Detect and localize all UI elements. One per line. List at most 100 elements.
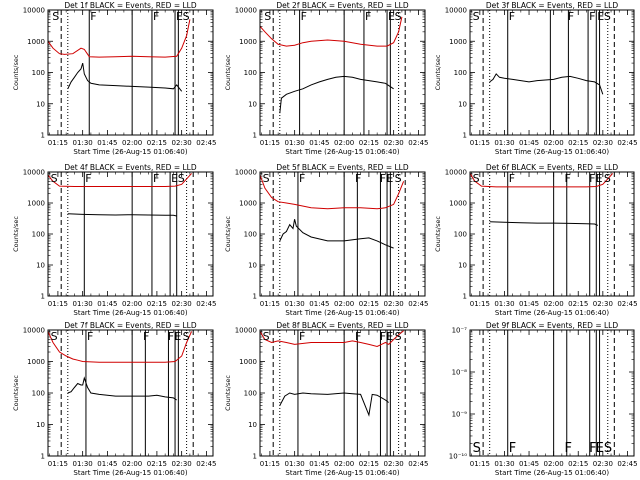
event-marker-letter: S <box>263 172 270 185</box>
x-tick-label: 01:45 <box>97 139 117 147</box>
panel-det-5: Det 5f BLACK = Events, RED = LLD 1 10 100 10… <box>224 163 428 317</box>
panel-det-1: Det 1f BLACK = Events, RED = LLD 1 10 100 10… <box>12 1 216 156</box>
panel-det-9: Det 9f BLACK = Events, RED = LLD 10⁻¹⁰ 10⁻… <box>449 321 638 477</box>
x-tick-label: 02:15 <box>568 460 588 468</box>
x-tick-label: 01:45 <box>309 139 329 147</box>
event-marker-letter: F <box>380 330 386 343</box>
event-marker-letter: E <box>596 441 604 456</box>
event-marker-letter: F <box>90 10 96 23</box>
event-marker-letter: S <box>395 330 402 343</box>
plot-frame <box>259 329 426 457</box>
x-tick-label: 02:00 <box>334 300 354 308</box>
panel-title: Det 8f BLACK = Events, RED = LLD <box>276 321 409 330</box>
x-tick-label: 02:30 <box>172 300 192 308</box>
x-tick-label: 01:45 <box>519 460 539 468</box>
panel-det-4: Det 4f BLACK = Events, RED = LLD 1 10 100 10… <box>12 163 216 317</box>
event-marker-letter: F <box>299 172 305 185</box>
events-series-line <box>279 75 394 114</box>
x-tick-label: 02:15 <box>359 139 379 147</box>
y-tick-label: 10000 <box>23 169 45 177</box>
event-marker-letter: S <box>51 172 58 185</box>
event-marker-letter: S <box>263 330 270 343</box>
event-marker-letter: S <box>264 10 271 23</box>
x-tick-label: 01:30 <box>73 460 93 468</box>
lld-series-line <box>47 331 193 363</box>
event-marker-letter: F <box>153 10 159 23</box>
x-tick-label: 01:15 <box>260 460 280 468</box>
x-tick-label: 02:30 <box>384 300 404 308</box>
lld-series-line <box>47 173 192 187</box>
event-marker-letter: S <box>183 10 190 23</box>
y-tick-label: 1 <box>253 453 257 461</box>
event-marker-letter: E <box>176 10 183 23</box>
event-marker-letter: F <box>143 330 149 343</box>
y-tick-label: 1000 <box>449 200 467 208</box>
y-tick-label: 1 <box>253 293 257 301</box>
y-tick-label: 10 <box>248 100 257 108</box>
x-axis-label: Start Time (26-Aug-15 01:06:40) <box>73 469 187 477</box>
x-axis-label: Start Time (26-Aug-15 01:06:40) <box>495 309 609 317</box>
x-tick-label: 01:30 <box>73 300 93 308</box>
plot-frame <box>469 9 635 136</box>
x-tick-label: 02:30 <box>172 139 192 147</box>
lld-series-line <box>259 174 405 210</box>
panel-det-2: Det 2f BLACK = Events, RED = LLD 1 10 100 10… <box>224 1 428 156</box>
x-tick-label: 01:45 <box>519 139 539 147</box>
x-tick-label: 02:00 <box>334 139 354 147</box>
plot-frame <box>47 329 214 457</box>
event-marker-letter: S <box>473 441 481 456</box>
x-tick-label: 02:45 <box>196 460 216 468</box>
y-tick-label: 10 <box>248 421 257 429</box>
y-tick-label: 1000 <box>449 38 467 46</box>
x-tick-label: 02:45 <box>196 300 216 308</box>
y-tick-label: 10000 <box>23 7 45 15</box>
x-tick-label: 02:45 <box>408 139 428 147</box>
y-axis-label: Counts/sec <box>434 54 442 90</box>
x-tick-label: 01:45 <box>97 300 117 308</box>
x-tick-label: 02:00 <box>122 139 142 147</box>
event-marker-letter: F <box>85 172 91 185</box>
plot-frame <box>259 171 426 297</box>
x-tick-label: 02:30 <box>384 139 404 147</box>
x-tick-label: 01:30 <box>285 300 305 308</box>
y-tick-label: 10 <box>36 100 45 108</box>
x-tick-label: 01:15 <box>48 139 68 147</box>
event-marker-letter: F <box>568 10 574 23</box>
x-tick-label: 02:00 <box>122 300 142 308</box>
events-series-line <box>67 62 183 92</box>
event-marker-letter: E <box>174 330 181 343</box>
x-tick-label: 01:45 <box>309 300 329 308</box>
x-tick-label: 02:15 <box>359 300 379 308</box>
lld-series-line <box>259 16 403 47</box>
panel-det-3: Det 3f BLACK = Events, RED = LLD 1 10 100 10… <box>434 1 638 156</box>
y-tick-label: 10 <box>36 421 45 429</box>
event-marker-letter: S <box>178 172 185 185</box>
event-marker-letter: F <box>365 10 371 23</box>
y-tick-label: 1000 <box>27 200 45 208</box>
y-axis-label: Counts/sec <box>224 216 232 252</box>
event-marker-letter: F <box>355 330 361 343</box>
event-marker-letter: E <box>597 10 604 23</box>
y-tick-label: 10000 <box>235 327 257 335</box>
event-marker-letter: S <box>51 330 58 343</box>
x-tick-label: 02:45 <box>617 300 637 308</box>
event-marker-letter: E <box>388 10 395 23</box>
event-marker-letter: S <box>604 441 612 456</box>
panel-det-8: Det 8f BLACK = Events, RED = LLD 1 10 100 10… <box>224 321 428 477</box>
x-tick-label: 01:15 <box>260 139 280 147</box>
x-axis-label: Start Time (26-Aug-15 01:06:40) <box>495 148 609 156</box>
event-marker-letter: F <box>87 330 93 343</box>
plot-frame <box>47 9 214 136</box>
x-tick-label: 02:45 <box>617 139 637 147</box>
panel-title: Det 2f BLACK = Events, RED = LLD <box>276 1 409 10</box>
x-tick-label: 02:45 <box>408 460 428 468</box>
panel-title: Det 4f BLACK = Events, RED = LLD <box>64 163 197 172</box>
x-axis-label: Start Time (26-Aug-15 01:06:40) <box>285 148 399 156</box>
x-tick-label: 01:15 <box>260 300 280 308</box>
y-tick-label: 10000 <box>235 169 257 177</box>
y-tick-label: 1000 <box>239 200 257 208</box>
x-axis-label: Start Time (26-Aug-15 01:06:40) <box>285 469 399 477</box>
x-tick-label: 01:30 <box>494 300 514 308</box>
y-axis-label: Counts/sec <box>12 375 20 411</box>
